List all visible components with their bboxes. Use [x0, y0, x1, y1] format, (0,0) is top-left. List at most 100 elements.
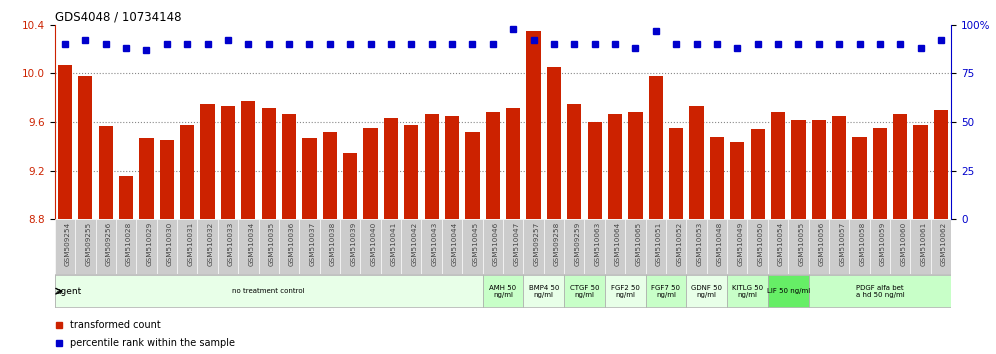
Bar [136, 219, 156, 274]
Text: GSM509255: GSM509255 [86, 222, 92, 267]
Bar [628, 113, 642, 219]
Text: GSM510055: GSM510055 [799, 222, 805, 267]
Bar [486, 113, 500, 219]
Bar [462, 219, 483, 274]
Text: GSM510034: GSM510034 [248, 222, 254, 267]
Bar [177, 219, 197, 274]
Text: GSM509258: GSM509258 [554, 222, 560, 267]
Bar [608, 114, 622, 219]
Text: GSM510049: GSM510049 [737, 222, 743, 267]
Text: GSM510051: GSM510051 [655, 222, 661, 267]
Bar [645, 275, 686, 307]
Bar [221, 106, 235, 219]
Text: KITLG 50
ng/ml: KITLG 50 ng/ml [732, 285, 763, 298]
Bar [119, 176, 133, 219]
Bar [241, 102, 255, 219]
Text: GSM510041: GSM510041 [390, 222, 397, 267]
Text: GSM510054: GSM510054 [778, 222, 784, 267]
Bar [832, 116, 847, 219]
Bar [913, 125, 927, 219]
Text: GSM510032: GSM510032 [207, 222, 213, 267]
Bar [262, 108, 276, 219]
Bar [55, 275, 483, 307]
Bar [483, 275, 523, 307]
Bar [567, 104, 582, 219]
Bar [544, 219, 564, 274]
Bar [850, 219, 870, 274]
Text: GSM510038: GSM510038 [330, 222, 336, 267]
Bar [853, 137, 867, 219]
Bar [299, 219, 320, 274]
Bar [523, 275, 564, 307]
Text: GSM510040: GSM510040 [371, 222, 376, 267]
Bar [751, 130, 765, 219]
Bar [55, 219, 75, 274]
Text: GSM510043: GSM510043 [431, 222, 437, 267]
Bar [383, 119, 398, 219]
Text: GSM509259: GSM509259 [575, 222, 581, 267]
Bar [870, 219, 890, 274]
Bar [689, 106, 703, 219]
Text: GSM510061: GSM510061 [920, 222, 926, 267]
Bar [303, 138, 317, 219]
Bar [768, 275, 809, 307]
Bar [364, 128, 377, 219]
Bar [564, 219, 585, 274]
Bar [669, 128, 683, 219]
Bar [380, 219, 401, 274]
Text: GSM510035: GSM510035 [269, 222, 275, 267]
Bar [931, 219, 951, 274]
Text: GDNF 50
ng/ml: GDNF 50 ng/ml [691, 285, 722, 298]
Bar [771, 113, 785, 219]
Text: GSM510065: GSM510065 [635, 222, 641, 267]
Bar [625, 219, 645, 274]
Bar [788, 219, 809, 274]
Bar [710, 137, 724, 219]
Text: GSM509257: GSM509257 [534, 222, 540, 267]
Text: GSM510063: GSM510063 [595, 222, 601, 267]
Bar [58, 65, 72, 219]
Bar [890, 219, 910, 274]
Bar [605, 275, 645, 307]
Text: GSM510028: GSM510028 [126, 222, 132, 267]
Bar [829, 219, 850, 274]
Text: GSM509256: GSM509256 [106, 222, 112, 267]
Text: FGF2 50
ng/ml: FGF2 50 ng/ml [611, 285, 639, 298]
Text: GSM510059: GSM510059 [879, 222, 885, 267]
Bar [323, 132, 337, 219]
Bar [686, 275, 727, 307]
Bar [279, 219, 299, 274]
Bar [180, 125, 194, 219]
Bar [139, 138, 153, 219]
Bar [588, 122, 602, 219]
Bar [648, 76, 663, 219]
Bar [156, 219, 177, 274]
Bar [238, 219, 259, 274]
Text: GSM510039: GSM510039 [351, 222, 357, 267]
Bar [564, 275, 605, 307]
Bar [527, 31, 541, 219]
Bar [768, 219, 788, 274]
Text: GSM510037: GSM510037 [310, 222, 316, 267]
Text: AMH 50
ng/ml: AMH 50 ng/ml [489, 285, 517, 298]
Bar [282, 114, 296, 219]
Bar [893, 114, 907, 219]
Bar [910, 219, 931, 274]
Text: GSM510045: GSM510045 [472, 222, 478, 267]
Bar [666, 219, 686, 274]
Text: GSM510058: GSM510058 [860, 222, 866, 267]
Text: FGF7 50
ng/ml: FGF7 50 ng/ml [651, 285, 680, 298]
Bar [506, 108, 520, 219]
Text: LIF 50 ng/ml: LIF 50 ng/ml [767, 288, 810, 294]
Text: PDGF alfa bet
a hd 50 ng/ml: PDGF alfa bet a hd 50 ng/ml [856, 285, 904, 298]
Text: GSM510052: GSM510052 [676, 222, 682, 267]
Bar [483, 219, 503, 274]
Text: GSM510031: GSM510031 [187, 222, 193, 267]
Bar [809, 219, 829, 274]
Bar [503, 219, 523, 274]
Text: CTGF 50
ng/ml: CTGF 50 ng/ml [570, 285, 600, 298]
Bar [605, 219, 625, 274]
Bar [75, 219, 96, 274]
Text: GSM510033: GSM510033 [228, 222, 234, 267]
Bar [934, 110, 948, 219]
